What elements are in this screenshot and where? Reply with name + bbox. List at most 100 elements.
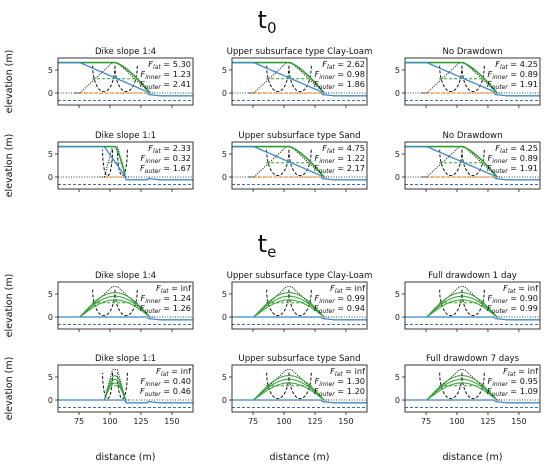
factor-of-safety-inner: Finner = 0.90 bbox=[488, 293, 538, 305]
factor-of-safety-outer: Fouter = 2.41 bbox=[140, 79, 191, 91]
factor-value: = inf bbox=[516, 366, 540, 376]
phreatic-line bbox=[79, 299, 150, 318]
factor-symbol: F bbox=[330, 366, 335, 376]
y-tick-label: 0 bbox=[222, 396, 227, 405]
factor-subscript: inner bbox=[145, 158, 161, 165]
factor-value: = 2.62 bbox=[335, 59, 365, 69]
factor-subscript: lat bbox=[327, 64, 335, 71]
phreatic-line bbox=[79, 292, 150, 318]
panel-title: Upper subsurface type Sand bbox=[238, 354, 360, 364]
factor-subscript: inner bbox=[319, 381, 335, 388]
factor-of-safety-outer: Fouter = 0.94 bbox=[314, 303, 365, 315]
factor-subscript: lat bbox=[335, 371, 343, 378]
factor-of-safety-outer: Fouter = 1.09 bbox=[487, 386, 538, 398]
phreatic-line bbox=[103, 378, 126, 401]
factor-symbol: F bbox=[141, 69, 146, 79]
factor-subscript: outer bbox=[319, 391, 336, 398]
y-tick-label: 0 bbox=[222, 313, 227, 322]
factor-symbol: F bbox=[487, 386, 492, 396]
factor-value: = 2.41 bbox=[161, 79, 191, 89]
factor-subscript: inner bbox=[492, 74, 508, 81]
factor-of-safety-lat: Flat = 4.25 bbox=[495, 143, 538, 155]
factor-subscript: lat bbox=[500, 64, 508, 71]
inner-slip-surface bbox=[266, 65, 290, 93]
factor-value: = 4.25 bbox=[508, 59, 538, 69]
y-tick-label: 5 bbox=[48, 290, 53, 299]
phreatic-line bbox=[426, 292, 497, 318]
factor-value: = 1.22 bbox=[335, 153, 365, 163]
factor-subscript: outer bbox=[492, 168, 509, 175]
factor-of-safety-inner: Finner = 0.99 bbox=[315, 293, 365, 305]
factor-subscript: inner bbox=[319, 74, 335, 81]
factor-symbol: F bbox=[488, 376, 493, 386]
axes-frame bbox=[231, 364, 368, 413]
factor-value: = 0.99 bbox=[508, 303, 538, 313]
dike-outline bbox=[248, 146, 329, 178]
y-tick-label: 0 bbox=[395, 89, 400, 98]
factor-value: = 1.91 bbox=[508, 79, 538, 89]
y-tick-label: 0 bbox=[48, 89, 53, 98]
inner-slip-surface bbox=[102, 372, 113, 400]
y-tick-label: 0 bbox=[48, 396, 53, 405]
y-tick-label: 5 bbox=[48, 150, 53, 159]
factor-value: = 2.33 bbox=[161, 143, 191, 153]
x-tick-label: 75 bbox=[248, 417, 258, 426]
factor-value: = 1.09 bbox=[508, 386, 538, 396]
axes-frame bbox=[57, 141, 194, 190]
factor-symbol: F bbox=[488, 69, 493, 79]
factor-value: = 0.94 bbox=[335, 303, 365, 313]
factor-subscript: outer bbox=[492, 84, 509, 91]
axes-frame bbox=[404, 141, 541, 190]
phreatic-line bbox=[253, 299, 324, 318]
phreatic-line bbox=[253, 378, 324, 401]
outer-slip-surface bbox=[114, 289, 138, 317]
factor-symbol: F bbox=[140, 79, 145, 89]
factor-of-safety-lat: Flat = inf bbox=[503, 366, 539, 378]
factor-subscript: lat bbox=[335, 288, 343, 295]
factor-value: = inf bbox=[343, 283, 367, 293]
factor-of-safety-lat: Flat = 2.33 bbox=[148, 143, 191, 155]
phreatic-line bbox=[58, 145, 126, 175]
phreatic-line bbox=[405, 145, 498, 177]
factor-value: = 0.95 bbox=[508, 376, 538, 386]
factor-symbol: F bbox=[148, 143, 153, 153]
outer-slip-surface bbox=[288, 289, 312, 317]
panel-title: No Drawdown bbox=[442, 47, 502, 57]
factor-of-safety-inner: Finner = 0.89 bbox=[488, 69, 538, 81]
panel-title: No Drawdown bbox=[442, 131, 502, 141]
factor-symbol: F bbox=[487, 79, 492, 89]
factor-subscript: outer bbox=[319, 168, 336, 175]
outer-slip-surface bbox=[288, 372, 312, 400]
factor-symbol: F bbox=[314, 303, 319, 313]
factor-value: = 4.75 bbox=[335, 143, 365, 153]
factor-value: = 0.99 bbox=[335, 293, 365, 303]
factor-value: = 0.98 bbox=[335, 69, 365, 79]
factor-value: = 1.30 bbox=[335, 376, 365, 386]
y-tick-label: 0 bbox=[395, 396, 400, 405]
factor-symbol: F bbox=[315, 376, 320, 386]
factor-of-safety-outer: Fouter = 1.26 bbox=[140, 303, 191, 315]
panel-title: Dike slope 1:4 bbox=[95, 47, 156, 57]
y-tick-label: 5 bbox=[222, 373, 227, 382]
factor-symbol: F bbox=[315, 69, 320, 79]
factor-subscript: lat bbox=[327, 148, 335, 155]
factor-of-safety-lat: Flat = inf bbox=[156, 283, 192, 295]
y-tick-label: 0 bbox=[395, 173, 400, 182]
factor-symbol: F bbox=[488, 293, 493, 303]
axes-frame bbox=[57, 57, 194, 106]
factor-of-safety-lat: Flat = 2.62 bbox=[322, 59, 365, 71]
factor-subscript: lat bbox=[508, 288, 516, 295]
inner-slip-surface bbox=[439, 372, 463, 400]
factor-subscript: lat bbox=[161, 371, 169, 378]
factor-subscript: inner bbox=[145, 74, 161, 81]
ground-surface bbox=[405, 145, 540, 181]
factor-of-safety-inner: Finner = 0.95 bbox=[488, 376, 538, 388]
factor-subscript: lat bbox=[161, 288, 169, 295]
factor-subscript: lat bbox=[153, 64, 161, 71]
outer-slip-surface bbox=[114, 65, 138, 93]
axes-frame bbox=[57, 364, 194, 413]
